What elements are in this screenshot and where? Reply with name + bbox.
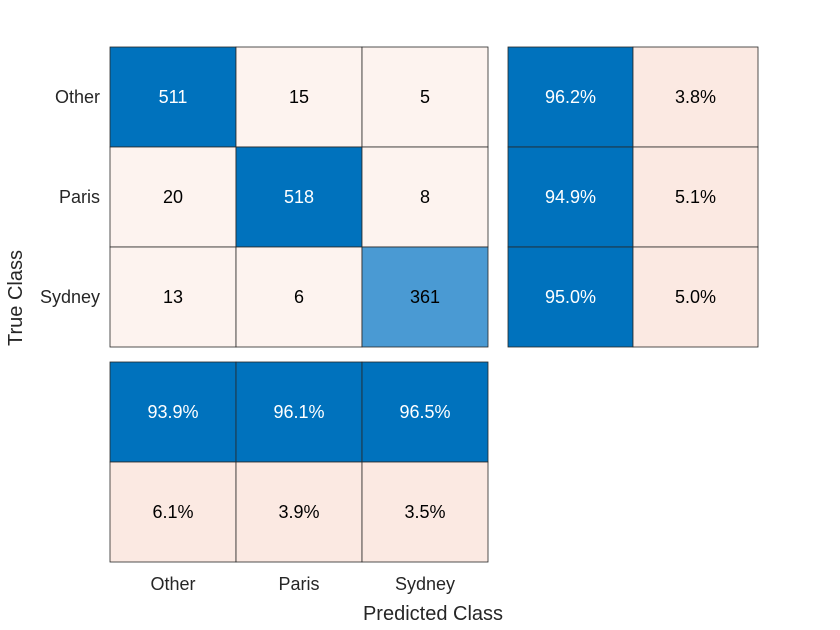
matrix-cell-0-2-label: 5 <box>420 87 430 107</box>
matrix-cell-2-1-label: 6 <box>294 287 304 307</box>
matrix-cell-2-1-rect <box>235 246 363 348</box>
column-summary-cell-1-1-rect <box>235 461 363 563</box>
confusion-matrix-grid: 511 15 5 20 518 8 13 6 361 <box>109 46 489 348</box>
column-summary-cell-1-1-label: 3.9% <box>278 502 319 522</box>
row-summary-cell-0-0-label: 96.2% <box>545 87 596 107</box>
matrix-cell-1-0-label: 20 <box>163 187 183 207</box>
matrix-cell-1-1-rect <box>235 146 363 248</box>
matrix-cell-1-2-label: 8 <box>420 187 430 207</box>
matrix-cell-1-1-label: 518 <box>284 187 314 207</box>
row-summary-cell-1-1-label: 5.1% <box>675 187 716 207</box>
matrix-cell-2-0-rect <box>109 246 237 348</box>
matrix-cell-0-1-label: 15 <box>289 87 309 107</box>
row-summary-cell-0-1-label: 3.8% <box>675 87 716 107</box>
row-summary-cell-2-0-rect <box>507 246 634 348</box>
matrix-cell-1-0-rect <box>109 146 237 248</box>
column-summary-cell-1-0-rect <box>109 461 237 563</box>
column-summary-cell-0-2-label: 96.5% <box>399 402 450 422</box>
y-tick-label-sydney: Sydney <box>40 287 100 307</box>
x-tick-label-sydney: Sydney <box>395 574 455 594</box>
matrix-cell-0-0-label: 511 <box>159 87 188 107</box>
column-summary-cell-0-0-rect <box>109 361 237 463</box>
matrix-cell-0-2-rect <box>361 46 489 148</box>
column-summary-cell-0-2-rect <box>361 361 489 463</box>
x-tick-labels: Other Paris Sydney <box>150 574 455 594</box>
matrix-cell-2-2-rect <box>361 246 489 348</box>
y-tick-labels: Other Paris Sydney <box>40 87 100 307</box>
row-summary-cell-0-0-rect <box>507 46 634 148</box>
y-axis-label: True Class <box>5 250 27 346</box>
row-summary-cell-2-1-label: 5.0% <box>675 287 716 307</box>
column-summary-cell-1-2-label: 3.5% <box>404 502 445 522</box>
column-summary-cell-0-1-rect <box>235 361 363 463</box>
column-summary-cell-0-1-label: 96.1% <box>273 402 324 422</box>
row-summary-cell-0-1-rect <box>632 46 759 148</box>
matrix-cell-0-0-rect <box>109 46 237 148</box>
matrix-cell-0-1-rect <box>235 46 363 148</box>
row-summary-cell-1-0-rect <box>507 146 634 248</box>
row-summary-cell-1-0-label: 94.9% <box>545 187 596 207</box>
row-summary-cell-2-0-label: 95.0% <box>545 287 596 307</box>
column-summary-cell-0-0-label: 93.9% <box>147 402 198 422</box>
column-summary-cell-1-2-rect <box>361 461 489 563</box>
x-tick-label-paris: Paris <box>278 574 319 594</box>
row-summary-cell-1-1-rect <box>632 146 759 248</box>
matrix-cell-2-2-label: 361 <box>410 287 440 307</box>
matrix-cell-1-2-rect <box>361 146 489 248</box>
matrix-cell-2-0-label: 13 <box>163 287 183 307</box>
x-tick-label-other: Other <box>150 574 195 594</box>
row-summary-cell-2-1-rect <box>632 246 759 348</box>
y-tick-label-paris: Paris <box>59 187 100 207</box>
x-axis-label: Predicted Class <box>363 603 503 625</box>
row-summary-grid: 96.2% 3.8% 94.9% 5.1% 95.0% 5.0% <box>507 46 759 348</box>
y-tick-label-other: Other <box>55 87 100 107</box>
column-summary-grid: 93.9% 96.1% 96.5% 6.1% 3.9% 3.5% <box>109 361 489 563</box>
column-summary-cell-1-0-label: 6.1% <box>152 502 193 522</box>
